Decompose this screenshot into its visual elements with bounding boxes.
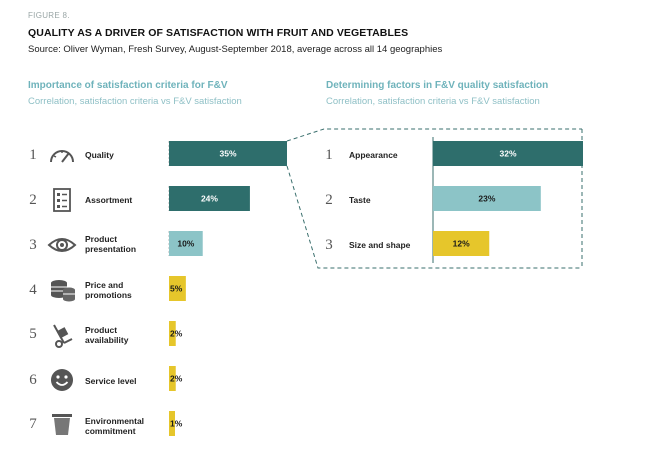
criterion-label: Product presentation — [85, 234, 137, 254]
left-bar — [169, 321, 176, 346]
left-bar — [169, 366, 176, 391]
factor-label: Appearance — [349, 150, 398, 160]
criterion-label: Service level — [85, 376, 137, 386]
rank-number: 3 — [325, 237, 333, 253]
left-panel-title: Importance of satisfaction criteria for … — [28, 80, 228, 91]
right-bar — [433, 141, 583, 166]
right-panel-title: Determining factors in F&V quality satis… — [326, 80, 549, 91]
rank-number: 2 — [325, 192, 333, 208]
criterion-label: Product availability — [85, 325, 129, 345]
left-value-label: 10% — [177, 239, 194, 249]
criterion-label: Assortment — [85, 195, 133, 205]
left-bar — [169, 141, 287, 166]
right-bar — [433, 186, 541, 211]
right-bars: 32% 23% 12% — [433, 141, 583, 256]
left-bar — [169, 186, 250, 211]
right-value-label: 23% — [478, 194, 495, 204]
speedometer-icon — [48, 142, 76, 170]
left-panel-subtitle: Correlation, satisfaction criteria vs F&… — [28, 96, 242, 107]
rank-number: 5 — [29, 326, 37, 342]
rank-number: 2 — [29, 192, 37, 208]
left-bar — [169, 231, 203, 256]
left-bar — [169, 411, 175, 436]
right-value-label: 12% — [453, 239, 470, 249]
left-bars: 35% 24% 10% 5% 2% 2% 1% — [169, 141, 287, 436]
rank-number: 4 — [29, 282, 37, 298]
right-value-label: 32% — [499, 149, 516, 159]
checklist-icon — [48, 186, 76, 214]
left-value-label: 2% — [170, 329, 183, 339]
figure-label: FIGURE 8. — [28, 11, 70, 20]
hand-truck-icon — [48, 321, 76, 349]
figure-title: QUALITY AS A DRIVER OF SATISFACTION WITH… — [28, 27, 409, 39]
left-value-label: 5% — [170, 284, 183, 294]
criterion-label: Environmental commitment — [85, 416, 145, 436]
left-bar — [169, 276, 186, 301]
left-value-label: 24% — [201, 194, 218, 204]
figure-source: Source: Oliver Wyman, Fresh Survey, Augu… — [28, 44, 443, 55]
coins-icon — [47, 276, 75, 304]
rank-number: 6 — [29, 372, 37, 388]
rank-number: 1 — [29, 147, 37, 163]
right-panel-subtitle: Correlation, satisfaction criteria vs F&… — [326, 96, 540, 107]
rank-number: 3 — [29, 237, 37, 253]
left-value-label: 35% — [219, 149, 236, 159]
right-bar — [433, 231, 490, 256]
rank-number: 7 — [29, 416, 37, 432]
left-value-label: 1% — [170, 419, 183, 429]
criterion-label: Quality — [85, 150, 114, 160]
factor-label: Size and shape — [349, 240, 411, 250]
bin-icon — [48, 410, 76, 438]
smiley-icon — [48, 366, 76, 394]
criterion-label: Price and promotions — [85, 280, 132, 300]
left-value-label: 2% — [170, 374, 183, 384]
factor-label: Taste — [349, 195, 371, 205]
rank-number: 1 — [325, 147, 333, 163]
eye-icon — [47, 231, 77, 259]
